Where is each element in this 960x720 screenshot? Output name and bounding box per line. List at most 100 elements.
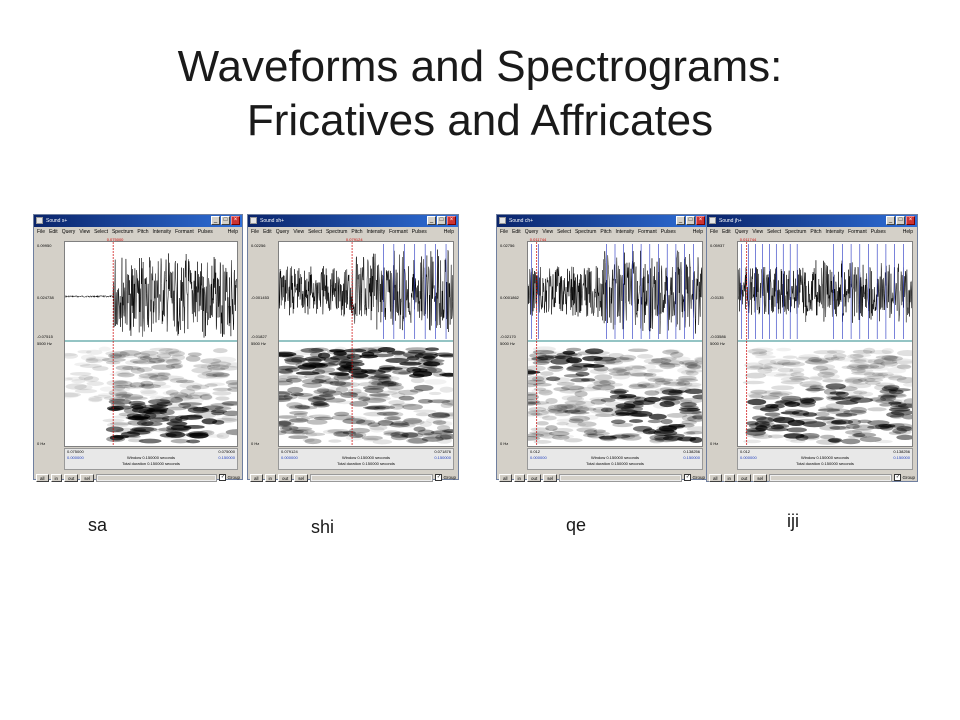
menu-file[interactable]: File xyxy=(251,229,260,235)
maximize-icon[interactable]: □ xyxy=(686,216,695,225)
menu-pulses[interactable]: Pulses xyxy=(197,229,213,235)
menu-file[interactable]: File xyxy=(710,229,719,235)
menu-formant[interactable]: Formant xyxy=(848,229,867,235)
zoom-in-button[interactable]: in xyxy=(723,473,736,482)
zoom-out-button[interactable]: out xyxy=(278,473,293,482)
zoom-in-button[interactable]: in xyxy=(513,473,526,482)
sound-editor-canvas[interactable] xyxy=(737,241,913,447)
minimize-icon[interactable]: _ xyxy=(886,216,895,225)
menu-spectrum[interactable]: Spectrum xyxy=(111,229,134,235)
maximize-icon[interactable]: □ xyxy=(896,216,905,225)
menu-edit[interactable]: Edit xyxy=(512,229,521,235)
menu-pulses[interactable]: Pulses xyxy=(411,229,427,235)
spectrogram-energy xyxy=(295,416,311,422)
zoom-all-button[interactable]: all xyxy=(250,473,263,482)
zoom-in-button[interactable]: in xyxy=(50,473,63,482)
menu-intensity[interactable]: Intensity xyxy=(825,229,845,235)
maximize-icon[interactable]: □ xyxy=(221,216,230,225)
menu-edit[interactable]: Edit xyxy=(263,229,272,235)
menu-pulses[interactable]: Pulses xyxy=(870,229,886,235)
zoom-all-button[interactable]: all xyxy=(499,473,512,482)
minimize-icon[interactable]: _ xyxy=(676,216,685,225)
menu-view[interactable]: View xyxy=(293,229,305,235)
menu-query[interactable]: Query xyxy=(734,229,749,235)
window-titlebar[interactable]: Sound sh+ _ □ × xyxy=(248,215,458,227)
horizontal-scrollbar[interactable] xyxy=(310,473,434,482)
sound-editor-canvas[interactable] xyxy=(278,241,454,447)
close-icon[interactable]: × xyxy=(231,216,240,225)
menu-pitch[interactable]: Pitch xyxy=(810,229,822,235)
waveform-spectrogram-plot[interactable] xyxy=(528,242,702,446)
window-titlebar[interactable]: Sound s+ _ □ × xyxy=(34,215,242,227)
minimize-icon[interactable]: _ xyxy=(211,216,220,225)
window-titlebar[interactable]: Sound jh+ _ □ × xyxy=(707,215,917,227)
menu-help[interactable]: Help xyxy=(902,229,913,235)
zoom-sel-button[interactable]: sel xyxy=(543,473,558,482)
menu-file[interactable]: File xyxy=(37,229,46,235)
zoom-out-button[interactable]: out xyxy=(64,473,79,482)
zoom-out-button[interactable]: out xyxy=(737,473,752,482)
time-status-bar[interactable]: 0.075000 0.075000 0.000000 Window 0.150000 … xyxy=(64,448,238,470)
group-checkbox[interactable]: ✓ Group xyxy=(435,473,456,482)
zoom-all-button[interactable]: all xyxy=(36,473,49,482)
waveform-spectrogram-plot[interactable] xyxy=(279,242,453,446)
menu-help[interactable]: Help xyxy=(227,229,238,235)
menu-query[interactable]: Query xyxy=(61,229,76,235)
sound-editor-canvas[interactable] xyxy=(527,241,703,447)
menu-pitch[interactable]: Pitch xyxy=(351,229,363,235)
zoom-in-button[interactable]: in xyxy=(264,473,277,482)
spectrogram-energy xyxy=(358,396,371,402)
menu-edit[interactable]: Edit xyxy=(722,229,731,235)
group-checkbox[interactable]: ✓ Group xyxy=(219,473,240,482)
zoom-sel-button[interactable]: sel xyxy=(80,473,95,482)
menu-view[interactable]: View xyxy=(542,229,554,235)
time-status-bar[interactable]: 0.012 0.138256 0.000000 Window 0.150000 sec… xyxy=(527,448,703,470)
menu-formant[interactable]: Formant xyxy=(638,229,657,235)
waveform-spectrogram-plot[interactable] xyxy=(65,242,237,446)
spectrogram-energy xyxy=(605,360,623,365)
menu-pitch[interactable]: Pitch xyxy=(600,229,612,235)
group-checkbox[interactable]: ✓ Group xyxy=(894,473,915,482)
horizontal-scrollbar[interactable] xyxy=(96,473,218,482)
horizontal-scrollbar[interactable] xyxy=(769,473,893,482)
zoom-sel-button[interactable]: sel xyxy=(294,473,309,482)
menu-formant[interactable]: Formant xyxy=(175,229,194,235)
close-icon[interactable]: × xyxy=(447,216,456,225)
menu-formant[interactable]: Formant xyxy=(389,229,408,235)
spectrogram-energy xyxy=(369,393,390,397)
maximize-icon[interactable]: □ xyxy=(437,216,446,225)
menu-spectrum[interactable]: Spectrum xyxy=(784,229,807,235)
menu-select[interactable]: Select xyxy=(94,229,108,235)
menu-query[interactable]: Query xyxy=(275,229,290,235)
menu-file[interactable]: File xyxy=(500,229,509,235)
group-checkbox[interactable]: ✓ Group xyxy=(684,473,705,482)
menu-view[interactable]: View xyxy=(79,229,91,235)
menu-query[interactable]: Query xyxy=(524,229,539,235)
time-status-bar[interactable]: 0.079124 0.071876 0.000000 Window 0.150000 … xyxy=(278,448,454,470)
horizontal-scrollbar[interactable] xyxy=(559,473,683,482)
zoom-sel-button[interactable]: sel xyxy=(753,473,768,482)
menu-spectrum[interactable]: Spectrum xyxy=(574,229,597,235)
menu-select[interactable]: Select xyxy=(308,229,322,235)
close-icon[interactable]: × xyxy=(906,216,915,225)
zoom-all-button[interactable]: all xyxy=(709,473,722,482)
menu-view[interactable]: View xyxy=(752,229,764,235)
menu-intensity[interactable]: Intensity xyxy=(152,229,172,235)
menu-select[interactable]: Select xyxy=(557,229,571,235)
menu-pulses[interactable]: Pulses xyxy=(660,229,676,235)
menu-intensity[interactable]: Intensity xyxy=(615,229,635,235)
menu-spectrum[interactable]: Spectrum xyxy=(325,229,348,235)
close-icon[interactable]: × xyxy=(696,216,705,225)
minimize-icon[interactable]: _ xyxy=(427,216,436,225)
time-status-bar[interactable]: 0.012 0.138256 0.000000 Window 0.150000 sec… xyxy=(737,448,913,470)
menu-edit[interactable]: Edit xyxy=(49,229,58,235)
menu-intensity[interactable]: Intensity xyxy=(366,229,386,235)
sound-editor-canvas[interactable] xyxy=(64,241,238,447)
window-titlebar[interactable]: Sound ch+ _ □ × xyxy=(497,215,707,227)
menu-select[interactable]: Select xyxy=(767,229,781,235)
waveform-spectrogram-plot[interactable] xyxy=(738,242,912,446)
menu-pitch[interactable]: Pitch xyxy=(137,229,149,235)
menu-help[interactable]: Help xyxy=(692,229,703,235)
menu-help[interactable]: Help xyxy=(443,229,454,235)
zoom-out-button[interactable]: out xyxy=(527,473,542,482)
